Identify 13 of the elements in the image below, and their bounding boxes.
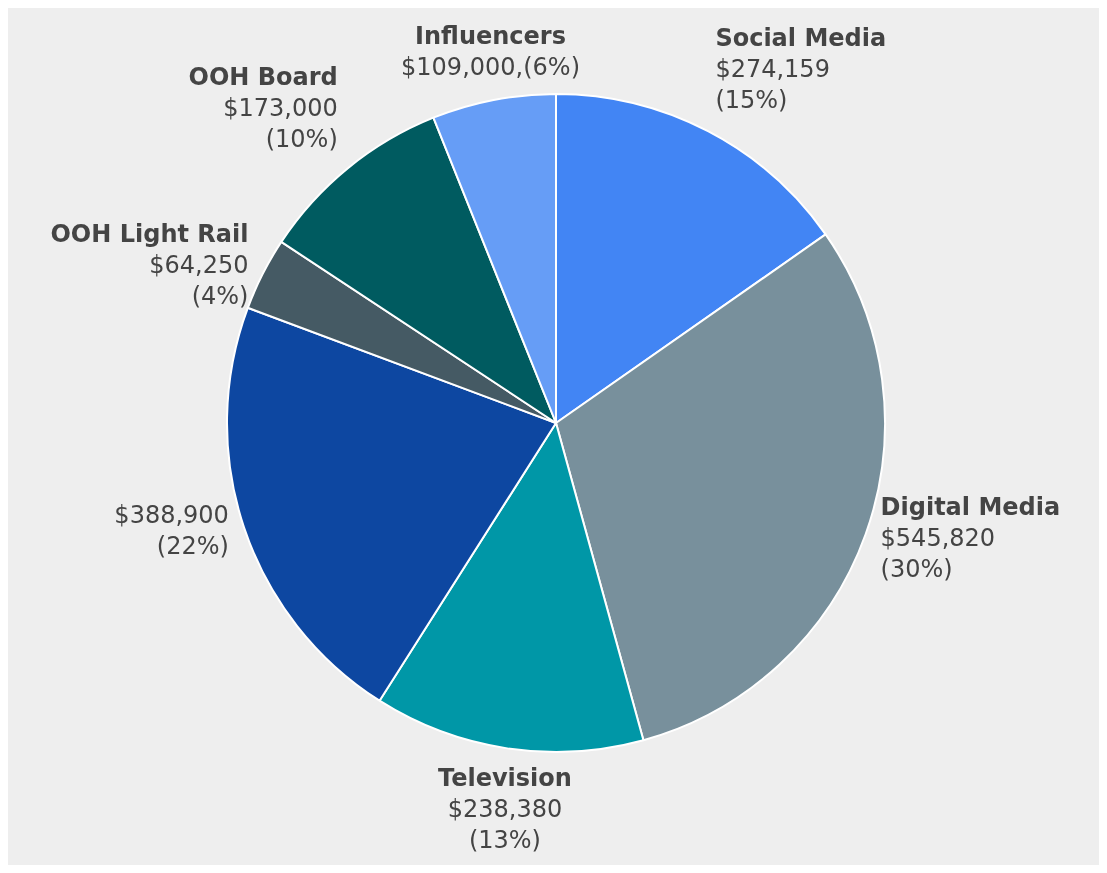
data-label: $64,250 (4%) <box>149 250 249 310</box>
slice-label: OOH Board <box>188 62 338 91</box>
slice-label: OOH Light Rail <box>50 219 249 248</box>
slice-label: Influencers <box>415 22 566 50</box>
data-label: $388,900 (22%) <box>114 501 229 561</box>
slice-label: Television <box>437 763 572 792</box>
data-label: $109,000,(6%) <box>401 53 581 81</box>
slice-label: Digital Media <box>880 493 1061 522</box>
slice-label: Social Media <box>715 23 887 52</box>
data-label: $545,820 (30%) <box>880 524 996 584</box>
data-label: $173,000 (10%) <box>223 93 338 153</box>
data-label: $238,380 (13%) <box>447 794 563 854</box>
data-label: $274,159 (15%) <box>715 54 830 114</box>
